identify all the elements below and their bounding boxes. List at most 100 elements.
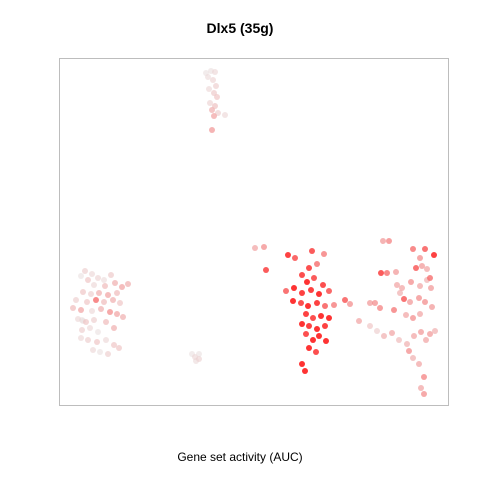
scatter-point	[322, 323, 328, 329]
scatter-point	[417, 283, 423, 289]
scatter-point	[303, 311, 309, 317]
scatter-point	[78, 273, 84, 279]
scatter-point	[356, 318, 362, 324]
scatter-point	[313, 349, 319, 355]
scatter-point	[103, 337, 109, 343]
scatter-point	[252, 245, 258, 251]
scatter-point	[84, 299, 90, 305]
scatter-point	[410, 315, 416, 321]
scatter-point	[431, 252, 437, 258]
scatter-point	[207, 100, 213, 106]
scatter-point	[210, 77, 216, 83]
scatter-point	[374, 328, 380, 334]
scatter-point	[391, 307, 397, 313]
scatter-point	[422, 246, 428, 252]
scatter-point	[416, 295, 422, 301]
scatter-point	[85, 277, 91, 283]
x-axis-label: Gene set activity (AUC)	[177, 450, 303, 464]
scatter-point	[101, 277, 107, 283]
scatter-point	[406, 348, 412, 354]
scatter-point	[321, 251, 327, 257]
scatter-point	[320, 282, 326, 288]
scatter-point	[105, 351, 111, 357]
scatter-point	[316, 291, 322, 297]
scatter-point	[302, 368, 308, 374]
scatter-point	[331, 302, 337, 308]
scatter-point	[401, 296, 407, 302]
scatter-point	[89, 271, 95, 277]
scatter-point	[114, 290, 120, 296]
scatter-point	[97, 349, 103, 355]
scatter-point	[196, 356, 202, 362]
scatter-point	[427, 275, 433, 281]
scatter-point	[292, 255, 298, 261]
scatter-point	[378, 270, 384, 276]
scatter-point	[102, 283, 108, 289]
scatter-point	[79, 327, 85, 333]
scatter-point	[367, 300, 373, 306]
scatter-point	[299, 321, 305, 327]
scatter-point	[206, 86, 212, 92]
scatter-point	[403, 312, 409, 318]
scatter-point	[347, 301, 353, 307]
scatter-point	[416, 361, 422, 367]
scatter-point	[209, 107, 215, 113]
scatter-point	[70, 305, 76, 311]
scatter-point	[427, 331, 433, 337]
scatter-point	[98, 306, 104, 312]
scatter-point	[105, 292, 111, 298]
scatter-point	[322, 303, 328, 309]
scatter-point	[73, 297, 79, 303]
scatter-point	[290, 298, 296, 304]
scatter-point	[93, 297, 99, 303]
scatter-point	[424, 266, 430, 272]
scatter-point	[209, 127, 215, 133]
scatter-point	[110, 297, 116, 303]
scatter-point	[82, 268, 88, 274]
scatter-point	[417, 255, 423, 261]
scatter-point	[308, 287, 314, 293]
scatter-point	[367, 323, 373, 329]
scatter-point	[303, 331, 309, 337]
scatter-point	[94, 339, 100, 345]
scatter-point	[428, 285, 434, 291]
scatter-point	[306, 323, 312, 329]
scatter-point	[299, 290, 305, 296]
scatter-point	[111, 342, 117, 348]
chart-title: Dlx5 (35g)	[206, 20, 274, 36]
scatter-point	[314, 300, 320, 306]
scatter-point	[298, 300, 304, 306]
scatter-point	[263, 267, 269, 273]
scatter-point	[95, 275, 101, 281]
scatter-point	[75, 316, 81, 322]
scatter-point	[372, 300, 378, 306]
scatter-point	[285, 252, 291, 258]
scatter-point	[112, 280, 118, 286]
scatter-point	[323, 338, 329, 344]
scatter-point	[96, 290, 102, 296]
scatter-point	[101, 299, 107, 305]
scatter-point	[310, 315, 316, 321]
scatter-point	[311, 275, 317, 281]
scatter-point	[214, 94, 220, 100]
scatter-point	[413, 265, 419, 271]
scatter-point	[410, 355, 416, 361]
scatter-point	[95, 329, 101, 335]
scatter-point	[78, 335, 84, 341]
scatter-point	[91, 317, 97, 323]
scatter-point	[404, 341, 410, 347]
scatter-point	[111, 325, 117, 331]
scatter-point	[78, 307, 84, 313]
scatter-point	[119, 284, 125, 290]
scatter-point	[393, 269, 399, 275]
scatter-point	[108, 272, 114, 278]
scatter-point	[89, 308, 95, 314]
scatter-point	[397, 290, 403, 296]
scatter-point	[396, 337, 402, 343]
scatter-point	[283, 288, 289, 294]
scatter-point	[384, 270, 390, 276]
scatter-point	[291, 285, 297, 291]
scatter-point	[386, 238, 392, 244]
scatter-point	[117, 300, 123, 306]
scatter-point	[377, 305, 383, 311]
